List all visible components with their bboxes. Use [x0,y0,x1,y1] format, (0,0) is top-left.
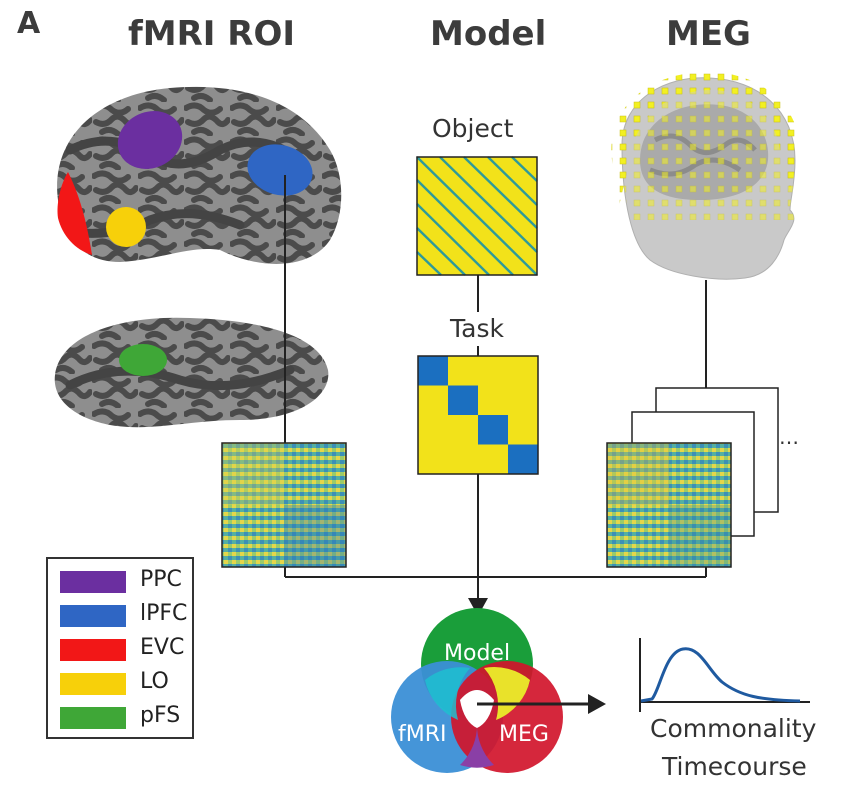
object-label: Object [432,114,514,143]
meg-head-sensors [611,71,800,280]
legend-label: PPC [140,567,182,592]
venn-label-model: Model [444,641,511,666]
task-model-matrix [417,355,539,475]
roi-lo [106,207,146,247]
legend-swatch [60,639,126,661]
meg-ellipsis: … [779,425,799,449]
legend-label: EVC [140,635,185,660]
legend-label: pFS [140,703,181,728]
object-model-matrix [416,156,538,276]
task-label: Task [450,314,504,343]
legend-swatch [60,605,126,627]
meg-rdm-stack [606,387,779,568]
column-title-model: Model [430,14,547,54]
column-title-fmri: fMRI ROI [128,14,296,54]
ventral-brain-surface [54,317,329,428]
connector-lines [284,175,707,600]
legend-swatch [60,571,126,593]
venn-label-meg: MEG [499,722,549,747]
timecourse-label-line2: Timecourse [662,752,807,781]
panel-label: A [17,6,41,41]
legend-swatch [60,707,126,729]
commonality-venn [391,608,563,773]
timecourse-label-line1: Commonality [650,714,817,743]
arrow-to-timecourse-head [588,694,606,714]
venn-label-fmri: fMRI [398,722,447,747]
roi-evc [57,172,92,255]
timecourse-axes [639,638,810,712]
legend-label: LO [140,669,169,694]
column-title-meg: MEG [666,14,751,54]
legend-swatch [60,673,126,695]
legend-label: lPFC [140,601,188,626]
roi-lpfc [247,144,313,196]
roi-pfs [119,344,167,376]
arrow-to-venn [468,598,488,616]
fmri-rdm-matrix [221,442,347,568]
commonality-curve [640,647,801,703]
roi-legend: PPC lPFC EVC LO pFS [46,557,194,739]
roi-ppc [117,111,183,169]
